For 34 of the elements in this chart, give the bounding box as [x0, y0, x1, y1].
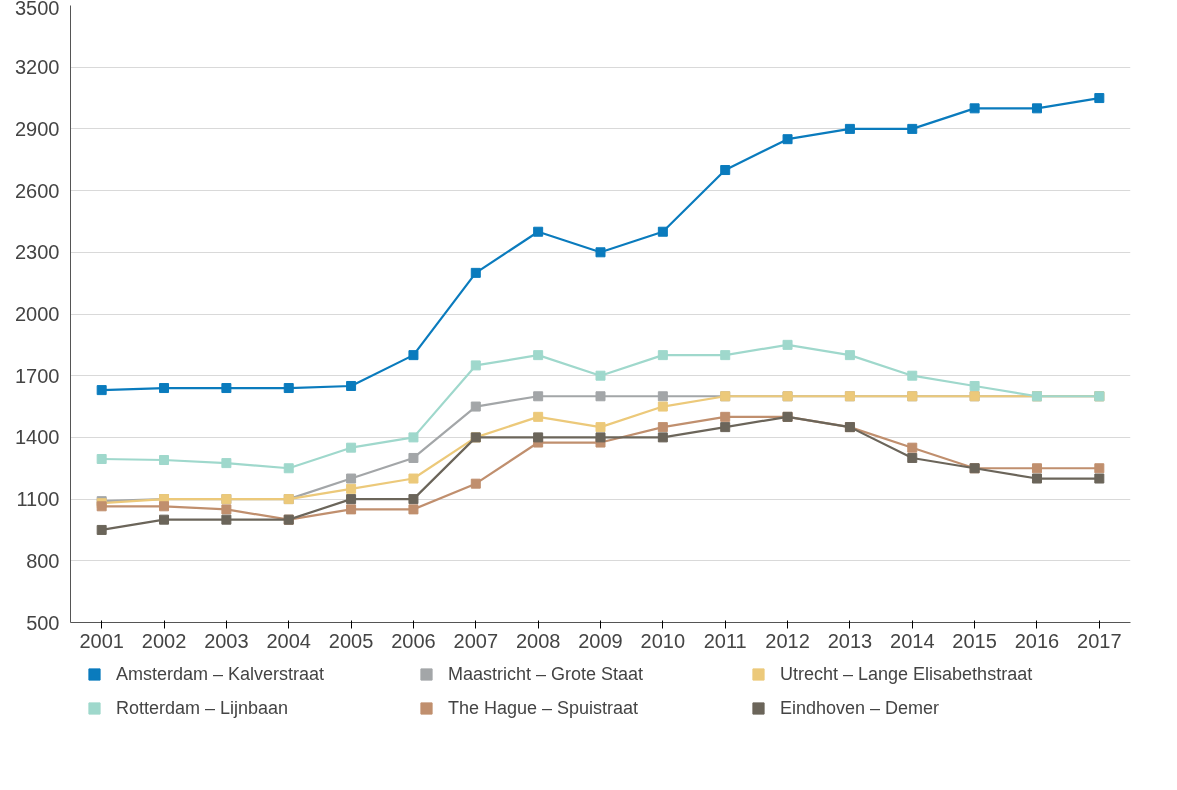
- y-tick-label: 1100: [16, 488, 60, 511]
- y-tick-label: 2900: [15, 117, 60, 140]
- y-tick-label: 2300: [15, 241, 60, 264]
- x-tick-label: 2012: [765, 629, 810, 652]
- legend-label: Utrecht – Lange Elisabethstraat: [780, 663, 1034, 685]
- x-tick-label: 2004: [266, 629, 311, 652]
- y-tick-label: 500: [26, 611, 60, 634]
- y-tick-label: 3200: [15, 56, 60, 79]
- x-tick-label: 2009: [578, 629, 623, 652]
- x-tick-label: 2010: [640, 629, 686, 652]
- x-tick-label: 2003: [204, 629, 249, 652]
- y-tick-label: 3500: [15, 0, 60, 19]
- y-tick-label: 2600: [15, 179, 60, 202]
- legend-label: Rotterdam – Lijnbaan: [116, 697, 290, 719]
- x-tick-label: 2016: [1014, 629, 1060, 652]
- x-tick-label: 2002: [141, 629, 187, 652]
- y-tick-label: 1400: [15, 426, 60, 449]
- y-tick-label: 1700: [15, 364, 60, 387]
- x-tick-label: 2005: [328, 629, 374, 652]
- legend-label: The Hague – Spuistraat: [448, 697, 640, 719]
- x-tick-label: 2011: [703, 629, 747, 652]
- y-tick-label: 800: [26, 549, 60, 572]
- x-tick-label: 2007: [453, 629, 499, 652]
- x-tick-label: 2014: [890, 629, 935, 652]
- x-tick-label: 2006: [391, 629, 436, 652]
- x-tick-label: 2008: [515, 629, 561, 652]
- legend-label: Maastricht – Grote Staat: [448, 663, 645, 685]
- x-tick-label: 2001: [79, 629, 124, 652]
- legend-label: Amsterdam – Kalverstraat: [116, 663, 326, 685]
- x-tick-label: 2017: [1077, 629, 1122, 652]
- x-tick-label: 2015: [952, 629, 997, 652]
- legend-label: Eindhoven – Demer: [780, 697, 941, 719]
- x-tick-label: 2013: [827, 629, 873, 652]
- y-tick-label: 2000: [15, 303, 60, 325]
